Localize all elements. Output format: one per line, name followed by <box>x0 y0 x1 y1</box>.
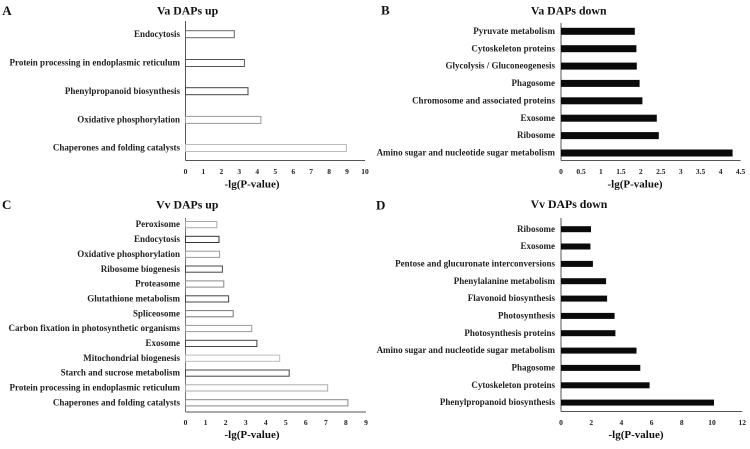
svg-text:3: 3 <box>679 167 683 176</box>
svg-text:9: 9 <box>364 418 368 427</box>
svg-text:Vv DAPs down: Vv DAPs down <box>531 197 608 211</box>
svg-text:0: 0 <box>184 418 188 427</box>
svg-text:C: C <box>2 197 11 212</box>
svg-text:Glycolysis / Gluconeogenesis: Glycolysis / Gluconeogenesis <box>445 61 555 71</box>
svg-text:0: 0 <box>559 167 563 176</box>
svg-text:6: 6 <box>291 167 295 176</box>
svg-text:Ribosome biogenesis: Ribosome biogenesis <box>101 264 181 274</box>
svg-text:1: 1 <box>204 418 208 427</box>
svg-text:4: 4 <box>255 167 259 176</box>
svg-text:D: D <box>376 198 385 213</box>
svg-text:3: 3 <box>244 418 248 427</box>
svg-text:2: 2 <box>224 418 228 427</box>
svg-text:1.5: 1.5 <box>616 167 626 176</box>
svg-text:Phagosome: Phagosome <box>512 363 556 373</box>
svg-text:Starch and sucrose metabolism: Starch and sucrose metabolism <box>61 368 181 378</box>
svg-text:1: 1 <box>599 167 603 176</box>
svg-text:4.5: 4.5 <box>736 167 746 176</box>
svg-text:Ribosome: Ribosome <box>517 224 555 234</box>
svg-text:4: 4 <box>719 167 723 176</box>
svg-text:Amino sugar and nucleotide sug: Amino sugar and nucleotide sugar metabol… <box>377 345 556 355</box>
svg-text:12: 12 <box>738 418 746 427</box>
svg-text:Oxidative phosphorylation: Oxidative phosphorylation <box>77 115 180 125</box>
svg-text:Exosome: Exosome <box>521 241 556 251</box>
svg-text:Ribosome: Ribosome <box>517 130 555 140</box>
svg-text:-lg(P-value): -lg(P-value) <box>225 429 280 441</box>
svg-text:Chaperones and folding catalys: Chaperones and folding catalysts <box>53 397 181 407</box>
svg-text:-lg(P-value): -lg(P-value) <box>609 429 664 441</box>
svg-text:A: A <box>2 3 12 18</box>
svg-text:Protein processing in endoplas: Protein processing in endoplasmic reticu… <box>9 58 180 68</box>
svg-text:Spliceosome: Spliceosome <box>133 308 180 318</box>
svg-text:1: 1 <box>202 167 206 176</box>
svg-text:5: 5 <box>273 167 277 176</box>
svg-text:Pentose and glucuronate interc: Pentose and glucuronate interconversions <box>395 259 555 269</box>
svg-text:2: 2 <box>639 167 643 176</box>
svg-text:4: 4 <box>620 418 624 427</box>
svg-text:2: 2 <box>220 167 224 176</box>
svg-text:5: 5 <box>284 418 288 427</box>
svg-text:6: 6 <box>650 418 654 427</box>
svg-text:Vv DAPs up: Vv DAPs up <box>156 198 219 212</box>
svg-text:Va DAPs up: Va DAPs up <box>157 4 219 18</box>
svg-text:Va DAPs down: Va DAPs down <box>531 4 607 18</box>
svg-text:8: 8 <box>344 418 348 427</box>
svg-text:8: 8 <box>680 418 684 427</box>
svg-text:3.5: 3.5 <box>696 167 706 176</box>
svg-text:B: B <box>381 3 390 18</box>
svg-text:0: 0 <box>559 418 563 427</box>
svg-text:Endocytosis: Endocytosis <box>134 234 181 244</box>
svg-text:Phenylpropanoid biosynthesis: Phenylpropanoid biosynthesis <box>65 86 181 96</box>
svg-text:Carbon fixation in photosynthe: Carbon fixation in photosynthetic organi… <box>8 323 180 333</box>
svg-text:Glutathione metabolism: Glutathione metabolism <box>87 294 180 304</box>
svg-text:0: 0 <box>184 167 188 176</box>
svg-text:Photosynthesis proteins: Photosynthesis proteins <box>464 328 555 338</box>
svg-text:Peroxisome: Peroxisome <box>136 219 180 229</box>
svg-text:Oxidative phosphorylation: Oxidative phosphorylation <box>77 249 180 259</box>
svg-text:Proteasome: Proteasome <box>135 279 180 289</box>
svg-text:-lg(P-value): -lg(P-value) <box>225 179 280 191</box>
svg-text:Phenylpropanoid biosynthesis: Phenylpropanoid biosynthesis <box>440 397 556 407</box>
svg-text:3: 3 <box>237 167 241 176</box>
svg-text:Mitochondrial biogenesis: Mitochondrial biogenesis <box>83 353 180 363</box>
svg-text:Cytoskeleton proteins: Cytoskeleton proteins <box>471 43 555 53</box>
svg-text:0.5: 0.5 <box>576 167 586 176</box>
svg-text:2: 2 <box>589 418 593 427</box>
svg-text:7: 7 <box>309 167 313 176</box>
svg-text:Phenylalanine metabolism: Phenylalanine metabolism <box>454 276 556 286</box>
svg-text:Chromosome and associated prot: Chromosome and associated proteins <box>412 95 555 105</box>
svg-text:Pyruvate metabolism: Pyruvate metabolism <box>473 26 555 36</box>
svg-text:6: 6 <box>304 418 308 427</box>
svg-text:Cytoskeleton proteins: Cytoskeleton proteins <box>471 380 555 390</box>
svg-text:Chaperones and folding catalys: Chaperones and folding catalysts <box>53 143 181 153</box>
svg-text:Exosome: Exosome <box>146 338 181 348</box>
svg-text:9: 9 <box>345 167 349 176</box>
svg-text:10: 10 <box>361 167 369 176</box>
svg-text:2.5: 2.5 <box>656 167 666 176</box>
svg-text:4: 4 <box>264 418 268 427</box>
svg-text:Phagosome: Phagosome <box>512 78 556 88</box>
svg-text:Protein processing in endoplas: Protein processing in endoplasmic reticu… <box>9 383 180 393</box>
svg-text:-lg(P-value): -lg(P-value) <box>608 179 663 191</box>
svg-text:8: 8 <box>327 167 331 176</box>
svg-text:Exosome: Exosome <box>521 113 556 123</box>
svg-text:Flavonoid biosynthesis: Flavonoid biosynthesis <box>468 293 556 303</box>
svg-text:Endocytosis: Endocytosis <box>134 29 181 39</box>
svg-text:7: 7 <box>324 418 328 427</box>
svg-text:Amino sugar and nucleotide sug: Amino sugar and nucleotide sugar metabol… <box>377 148 556 158</box>
svg-text:10: 10 <box>708 418 716 427</box>
svg-text:Photosynthesis: Photosynthesis <box>498 311 556 321</box>
